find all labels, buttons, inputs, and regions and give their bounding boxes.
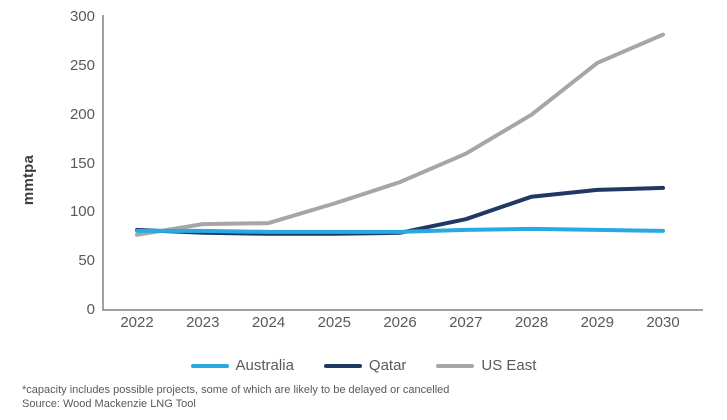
y-tick-label-250: 250 — [69, 56, 95, 74]
x-tick-label-2027: 2027 — [449, 314, 483, 331]
y-tick-label-300: 300 — [69, 8, 95, 25]
x-tick-label-2029: 2029 — [580, 314, 614, 331]
legend-label-qatar: Qatar — [368, 357, 407, 374]
legend-label-australia: Australia — [235, 357, 294, 374]
x-tick-label-2028: 2028 — [514, 314, 549, 331]
x-tick-label-2025: 2025 — [317, 314, 351, 331]
y-tick-label-50: 50 — [78, 252, 95, 270]
x-tick-label-2022: 2022 — [120, 314, 154, 331]
legend-swatch-australia — [190, 364, 229, 368]
x-tick-label-2030: 2030 — [646, 314, 680, 331]
legend-item-qatar: Qatar — [323, 357, 407, 375]
y-tick-label-200: 200 — [69, 105, 95, 123]
x-tick-label-2026: 2026 — [383, 314, 417, 331]
legend-swatch-us-east — [436, 364, 475, 368]
line-qatar — [135, 185, 665, 236]
legend-item-us-east: US East — [436, 357, 536, 375]
legend-swatch-qatar — [323, 364, 362, 368]
x-tick-label-2023: 2023 — [186, 314, 220, 331]
legend-label-us-east: US East — [481, 357, 537, 374]
x-tick-label-2024: 2024 — [251, 314, 286, 331]
footnote-source: Source: Wood Mackenzie LNG Tool — [22, 397, 196, 410]
footnote-capacity-note: *capacity includes possible projects, so… — [22, 384, 450, 396]
footnotes: *capacity includes possible projects, so… — [22, 384, 702, 411]
legend-item-australia: Australia — [190, 357, 294, 375]
line-australia — [135, 226, 665, 234]
y-tick-label-150: 150 — [69, 154, 95, 172]
chart-legend: Australia Qatar US East — [0, 356, 727, 376]
axis-lines — [102, 15, 703, 311]
line-us-east — [135, 32, 665, 237]
y-tick-label-0: 0 — [86, 301, 95, 318]
y-tick-label-100: 100 — [69, 203, 95, 221]
line-chart-plot-area — [102, 15, 703, 311]
y-axis-title: mmtpa — [20, 154, 37, 206]
